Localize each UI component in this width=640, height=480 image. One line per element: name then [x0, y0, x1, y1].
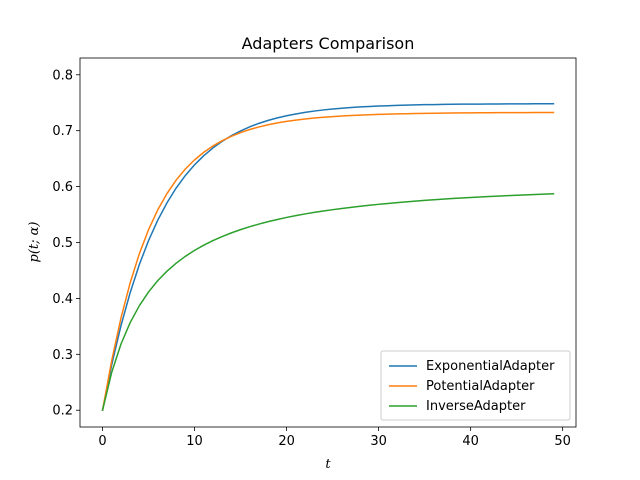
y-tick-label: 0.6 [52, 180, 73, 195]
y-axis: 0.2 0.3 0.4 0.5 0.6 0.7 0.8 [52, 68, 80, 419]
y-tick-label: 0.2 [52, 404, 73, 419]
y-tick-label: 0.5 [52, 236, 73, 251]
series-layer [101, 103, 555, 412]
x-tick-label: 30 [370, 434, 387, 449]
legend-label-inverse: InverseAdapter [426, 399, 526, 414]
legend-box [380, 350, 571, 421]
x-axis: 0 10 20 30 40 50 [98, 427, 571, 449]
series-line-exponentialadapter [101, 103, 555, 412]
y-axis-label: p(t; α) [27, 222, 42, 263]
y-tick-label: 0.8 [52, 68, 73, 83]
x-tick-label: 40 [462, 434, 479, 449]
x-tick-label: 0 [98, 434, 106, 449]
x-tick-label: 20 [278, 434, 295, 449]
x-tick-label: 50 [554, 434, 571, 449]
legend: ExponentialAdapter PotentialAdapter Inve… [380, 350, 571, 421]
legend-label-potential: PotentialAdapter [426, 379, 535, 394]
series-line-potentialadapter [101, 111, 555, 412]
legend-label-exponential: ExponentialAdapter [426, 359, 555, 374]
y-tick-label: 0.7 [52, 124, 73, 139]
chart-title: Adapters Comparison [242, 34, 415, 53]
x-axis-label: t [325, 457, 331, 472]
y-tick-label: 0.4 [52, 292, 73, 307]
y-tick-label: 0.3 [52, 348, 73, 363]
series-line-inverseadapter [101, 193, 555, 412]
x-tick-label: 10 [186, 434, 203, 449]
